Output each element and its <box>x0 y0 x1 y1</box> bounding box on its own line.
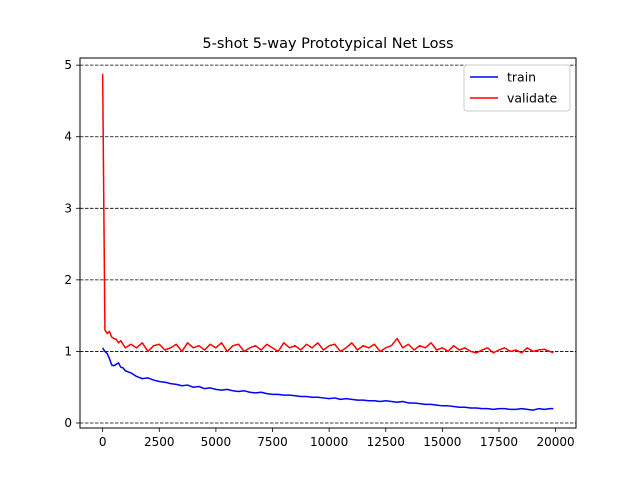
x-tick-label: 7500 <box>257 435 288 449</box>
legend-label-validate: validate <box>507 91 557 106</box>
y-tick-label: 2 <box>64 273 72 287</box>
series-layer <box>101 73 554 411</box>
y-tick-label: 0 <box>64 416 72 430</box>
x-tick-label: 15000 <box>423 435 461 449</box>
x-tick-label: 17500 <box>480 435 518 449</box>
plot-frame <box>79 57 577 429</box>
y-tick-label: 5 <box>64 58 72 72</box>
x-tick-label: 5000 <box>201 435 232 449</box>
y-tick-label: 1 <box>64 344 72 358</box>
legend-label-train: train <box>507 70 536 85</box>
legend: train validate <box>463 64 571 112</box>
x-tick-label: 0 <box>99 435 107 449</box>
series-line-train <box>102 347 554 411</box>
y-axis: 0 1 2 3 4 5 <box>64 58 80 430</box>
y-tick-label: 3 <box>64 201 72 215</box>
series-line-validate <box>101 73 554 354</box>
x-tick-label: 12500 <box>367 435 405 449</box>
y-tick-label: 4 <box>64 130 72 144</box>
chart-title: 5-shot 5-way Prototypical Net Loss <box>202 36 453 52</box>
x-axis: 0 2500 5000 7500 10000 12500 15000 17500 20000 <box>99 428 575 449</box>
x-tick-label: 2500 <box>144 435 175 449</box>
x-tick-label: 20000 <box>537 435 575 449</box>
grid-lines <box>80 64 576 424</box>
x-tick-label: 10000 <box>310 435 348 449</box>
